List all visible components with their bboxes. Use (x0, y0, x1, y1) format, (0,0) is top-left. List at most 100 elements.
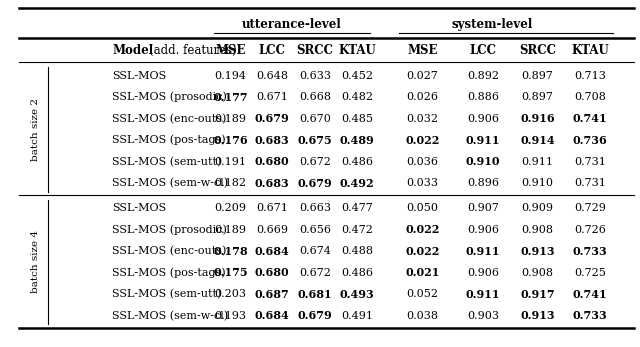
Text: 0.725: 0.725 (574, 268, 606, 278)
Text: 0.679: 0.679 (255, 113, 289, 124)
Text: 0.684: 0.684 (255, 246, 289, 257)
Text: 0.052: 0.052 (406, 289, 438, 299)
Text: 0.175: 0.175 (213, 267, 248, 278)
Text: 0.906: 0.906 (467, 114, 499, 124)
Text: 0.683: 0.683 (255, 178, 289, 189)
Text: 0.741: 0.741 (573, 113, 607, 124)
Text: 0.917: 0.917 (520, 289, 555, 300)
Text: 0.736: 0.736 (573, 135, 607, 146)
Text: MSE: MSE (407, 44, 438, 57)
Text: 0.485: 0.485 (341, 114, 373, 124)
Text: KTAU: KTAU (339, 44, 376, 57)
Text: 0.209: 0.209 (214, 203, 246, 213)
Text: 0.177: 0.177 (213, 92, 248, 103)
Text: system-level: system-level (452, 18, 532, 31)
Text: 0.036: 0.036 (406, 157, 438, 167)
Text: 0.908: 0.908 (522, 225, 554, 235)
Text: SSL-MOS (prosodic): SSL-MOS (prosodic) (112, 92, 227, 102)
Text: SSL-MOS (enc-outs): SSL-MOS (enc-outs) (112, 246, 227, 256)
Text: SSL-MOS: SSL-MOS (112, 203, 166, 213)
Text: 0.907: 0.907 (467, 203, 499, 213)
Text: LCC: LCC (259, 44, 285, 57)
Text: SSL-MOS (enc-outs): SSL-MOS (enc-outs) (112, 113, 227, 124)
Text: 0.896: 0.896 (467, 178, 499, 188)
Text: SSL-MOS (sem-utt): SSL-MOS (sem-utt) (112, 289, 221, 299)
Text: 0.675: 0.675 (298, 135, 332, 146)
Text: SSL-MOS (sem-w-cl): SSL-MOS (sem-w-cl) (112, 311, 228, 321)
Text: SRCC: SRCC (296, 44, 333, 57)
Text: 0.027: 0.027 (406, 71, 438, 81)
Text: 0.911: 0.911 (466, 135, 500, 146)
Text: LCC: LCC (470, 44, 497, 57)
Text: SSL-MOS (sem-w-cl): SSL-MOS (sem-w-cl) (112, 178, 228, 188)
Text: SSL-MOS (pos-tags): SSL-MOS (pos-tags) (112, 268, 226, 278)
Text: 0.910: 0.910 (466, 156, 500, 167)
Text: 0.656: 0.656 (299, 225, 331, 235)
Text: 0.911: 0.911 (466, 289, 500, 300)
Text: 0.680: 0.680 (255, 267, 289, 278)
Text: 0.477: 0.477 (341, 203, 373, 213)
Text: 0.668: 0.668 (299, 92, 331, 102)
Text: 0.911: 0.911 (466, 246, 500, 257)
Text: 0.033: 0.033 (406, 178, 438, 188)
Text: 0.670: 0.670 (299, 114, 331, 124)
Text: 0.021: 0.021 (405, 267, 440, 278)
Text: batch size 2: batch size 2 (31, 98, 40, 161)
Text: 0.910: 0.910 (522, 178, 554, 188)
Text: 0.897: 0.897 (522, 71, 554, 81)
Text: 0.022: 0.022 (405, 224, 440, 235)
Text: 0.914: 0.914 (520, 135, 555, 146)
Text: 0.486: 0.486 (341, 268, 373, 278)
Text: SSL-MOS (pos-tags): SSL-MOS (pos-tags) (112, 135, 226, 145)
Text: SSL-MOS: SSL-MOS (112, 71, 166, 81)
Text: 0.708: 0.708 (574, 92, 606, 102)
Text: 0.683: 0.683 (255, 135, 289, 146)
Text: 0.489: 0.489 (340, 135, 374, 146)
Text: 0.663: 0.663 (299, 203, 331, 213)
Text: 0.911: 0.911 (522, 157, 554, 167)
Text: 0.492: 0.492 (340, 178, 374, 189)
Text: 0.022: 0.022 (405, 135, 440, 146)
Text: SSL-MOS (prosodic): SSL-MOS (prosodic) (112, 225, 227, 235)
Text: 0.182: 0.182 (214, 178, 246, 188)
Text: 0.687: 0.687 (255, 289, 289, 300)
Text: 0.452: 0.452 (341, 71, 373, 81)
Text: 0.684: 0.684 (255, 310, 289, 321)
Text: Model: Model (112, 44, 153, 57)
Text: 0.713: 0.713 (574, 71, 606, 81)
Text: batch size 4: batch size 4 (31, 230, 40, 294)
Text: 0.897: 0.897 (522, 92, 554, 102)
Text: 0.671: 0.671 (256, 92, 288, 102)
Text: 0.681: 0.681 (298, 289, 332, 300)
Text: KTAU: KTAU (572, 44, 609, 57)
Text: 0.176: 0.176 (213, 135, 248, 146)
Text: 0.672: 0.672 (299, 268, 331, 278)
Text: 0.026: 0.026 (406, 92, 438, 102)
Text: 0.892: 0.892 (467, 71, 499, 81)
Text: 0.038: 0.038 (406, 311, 438, 321)
Text: 0.486: 0.486 (341, 157, 373, 167)
Text: 0.903: 0.903 (467, 311, 499, 321)
Text: 0.679: 0.679 (298, 310, 332, 321)
Text: 0.203: 0.203 (214, 289, 246, 299)
Text: 0.908: 0.908 (522, 268, 554, 278)
Text: 0.482: 0.482 (341, 92, 373, 102)
Text: 0.906: 0.906 (467, 268, 499, 278)
Text: utterance-level: utterance-level (242, 18, 342, 31)
Text: 0.731: 0.731 (574, 157, 606, 167)
Text: 0.672: 0.672 (299, 157, 331, 167)
Text: 0.669: 0.669 (256, 225, 288, 235)
Text: MSE: MSE (215, 44, 246, 57)
Text: 0.472: 0.472 (341, 225, 373, 235)
Text: 0.733: 0.733 (573, 310, 607, 321)
Text: 0.913: 0.913 (520, 310, 555, 321)
Text: 0.680: 0.680 (255, 156, 289, 167)
Text: 0.731: 0.731 (574, 178, 606, 188)
Text: 0.178: 0.178 (213, 246, 248, 257)
Text: 0.906: 0.906 (467, 225, 499, 235)
Text: 0.674: 0.674 (299, 246, 331, 256)
Text: 0.633: 0.633 (299, 71, 331, 81)
Text: 0.022: 0.022 (405, 246, 440, 257)
Text: 0.189: 0.189 (214, 225, 246, 235)
Text: SRCC: SRCC (519, 44, 556, 57)
